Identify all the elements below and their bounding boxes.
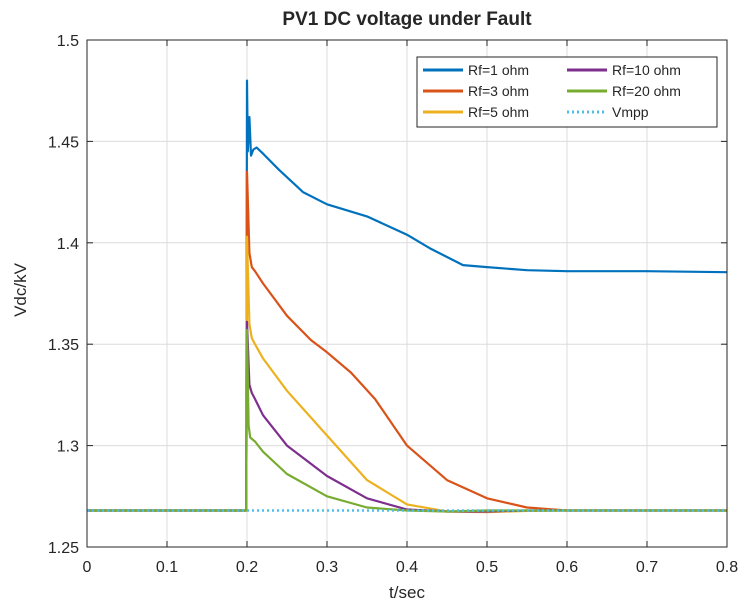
- x-tick-label: 0.7: [636, 559, 658, 576]
- y-tick-label: 1.35: [48, 337, 79, 354]
- x-tick-label: 0.3: [316, 559, 338, 576]
- x-tick-label: 0.8: [716, 559, 738, 576]
- legend-label-3: Rf=5 ohm: [468, 104, 529, 120]
- x-tick-label: 0.4: [396, 559, 418, 576]
- x-tick-label: 0.1: [156, 559, 178, 576]
- legend-label-5: Rf=20 ohm: [612, 83, 681, 99]
- y-axis-label: Vdc/kV: [11, 262, 30, 317]
- x-tick-labels: 0 0.1 0.2 0.3 0.4 0.5 0.6 0.7 0.8: [83, 559, 739, 576]
- series-line-1: [87, 79, 728, 512]
- y-tick-label: 1.45: [48, 134, 79, 151]
- x-tick-label: 0.6: [556, 559, 578, 576]
- legend-label-4: Rf=10 ohm: [612, 62, 681, 78]
- series-layer: [87, 79, 728, 514]
- x-axis-label: t/sec: [389, 583, 425, 602]
- chart-title: PV1 DC voltage under Fault: [282, 9, 532, 30]
- legend-label-1: Rf=1 ohm: [468, 62, 529, 78]
- legend-label-6: Vmpp: [612, 104, 649, 120]
- legend-label-2: Rf=3 ohm: [468, 83, 529, 99]
- y-tick-label: 1.25: [48, 540, 79, 557]
- x-tick-label: 0.5: [476, 559, 498, 576]
- y-tick-labels: 1.25 1.3 1.35 1.4 1.45 1.5: [48, 33, 79, 557]
- y-tick-label: 1.3: [57, 439, 79, 456]
- x-tick-label: 0.2: [236, 559, 258, 576]
- series-line-2: [87, 170, 727, 512]
- y-tick-label: 1.4: [57, 236, 79, 253]
- tick-marks: [86, 39, 728, 548]
- legend: Rf=1 ohm Rf=3 ohm Rf=5 ohm Rf=10 ohm Rf=20 o…: [416, 56, 718, 128]
- y-tick-label: 1.5: [57, 33, 79, 50]
- x-tick-label: 0: [83, 559, 92, 576]
